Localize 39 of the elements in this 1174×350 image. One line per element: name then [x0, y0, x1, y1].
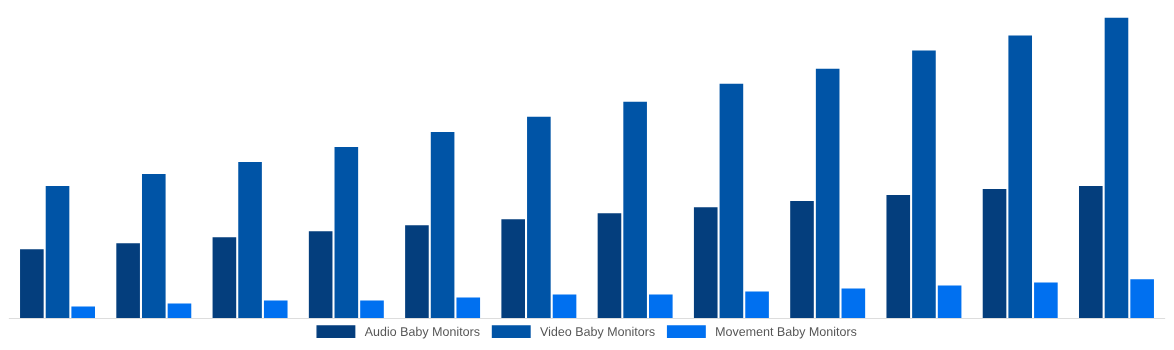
bar [430, 131, 455, 319]
bar [623, 101, 647, 319]
bar [405, 225, 429, 319]
bar [456, 297, 481, 319]
bar [1130, 279, 1154, 319]
bar [1008, 35, 1033, 319]
bar [745, 291, 769, 319]
bar [45, 186, 70, 319]
bar [790, 201, 814, 319]
bar [982, 189, 1007, 319]
bar [238, 161, 262, 319]
bar [649, 294, 673, 319]
bar [693, 207, 718, 319]
bar [1104, 17, 1129, 319]
bar [912, 50, 936, 319]
bar [501, 219, 525, 319]
bar [360, 300, 384, 319]
bar [308, 231, 333, 319]
bar [167, 303, 192, 319]
bar [1078, 186, 1103, 319]
bar [552, 294, 577, 319]
bar [937, 285, 962, 319]
bar [815, 68, 840, 319]
legend-label: Audio Baby Monitors [364, 326, 480, 339]
bar [841, 288, 866, 319]
bar [141, 174, 166, 319]
legend-label: Video Baby Monitors [540, 326, 655, 339]
bar [597, 213, 622, 319]
bar [263, 300, 288, 319]
legend-label: Movement Baby Monitors [716, 326, 857, 339]
bar [1034, 282, 1058, 319]
bar [71, 306, 96, 319]
bar [116, 243, 140, 319]
bar [527, 116, 551, 319]
bar [212, 237, 237, 319]
bar [334, 146, 359, 319]
bar [719, 83, 744, 319]
bar [20, 249, 44, 319]
bar [886, 195, 911, 319]
